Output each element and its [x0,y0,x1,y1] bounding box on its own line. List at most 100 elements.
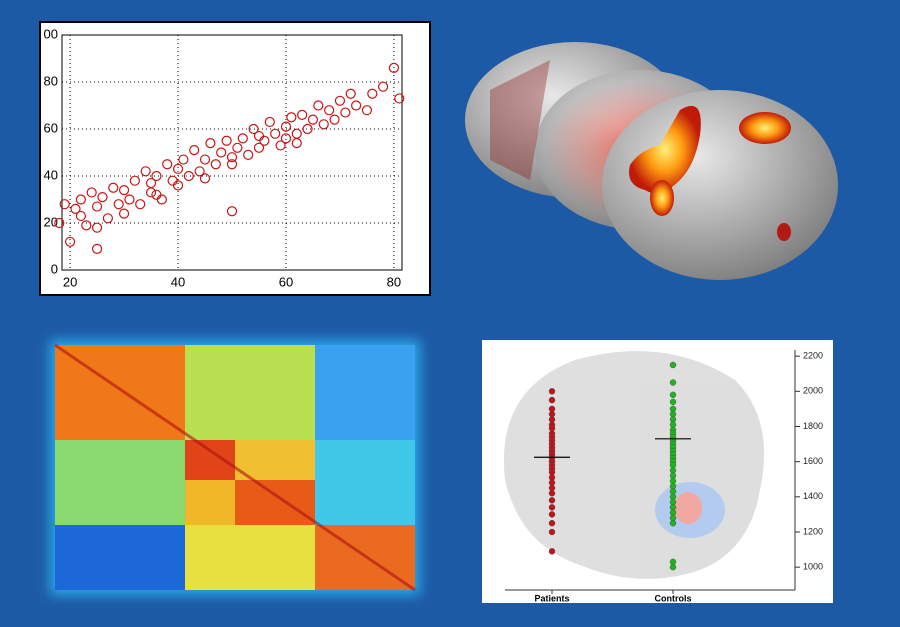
strip-panel [482,340,833,603]
point [226,206,238,217]
point [297,109,308,121]
point [669,563,677,571]
point [264,116,275,128]
point [275,140,286,151]
point [183,170,194,182]
point [124,194,135,205]
x-tick-label: Patients [534,593,569,603]
x-tick-label: 20 [63,274,77,289]
point [97,192,108,203]
point [189,145,200,156]
point [178,154,189,165]
x-tick-label: 60 [279,274,293,289]
point [221,135,232,146]
y-tick-label: 80 [44,73,58,88]
scatter-panel [39,21,431,296]
y-tick-label: 00 [44,26,58,41]
point [172,180,184,191]
point [199,173,211,184]
x-tick-label: 80 [387,274,401,289]
y-tick-label: 2000 [803,386,823,396]
point [243,149,254,160]
point [145,177,157,189]
y-tick-label: 40 [44,167,58,182]
strip-brain-background [503,351,765,579]
point [548,528,556,536]
point [118,185,130,196]
point [248,123,259,135]
point [70,203,81,214]
point [75,194,86,205]
point [86,187,97,198]
point [329,114,340,125]
y-tick-label: 1400 [803,491,823,501]
x-tick-label: 40 [171,274,185,289]
point [334,95,346,106]
plot-frame [61,34,403,271]
point [226,152,238,163]
point [113,199,124,210]
heatmap-image [50,340,420,595]
point [669,398,677,406]
point [91,222,103,233]
point [548,511,556,518]
point [162,159,173,170]
point [151,189,162,200]
point [270,128,281,139]
point [367,88,378,99]
point [205,138,216,149]
point [59,199,70,210]
y-tick-label: 1800 [803,421,823,431]
point [340,107,351,118]
point [232,142,243,153]
point [313,100,324,111]
point [253,142,265,153]
point [280,121,292,132]
y-tick-label: 0 [51,261,58,276]
point [172,163,184,175]
point [280,133,292,144]
point [259,135,270,146]
point [151,170,162,182]
point [669,361,677,369]
y-tick-label: 60 [44,120,58,135]
point [237,133,248,144]
point [345,88,356,99]
point [108,182,119,193]
y-tick-label: 1200 [803,526,823,536]
point [548,504,556,511]
point [548,388,556,395]
point [669,519,677,527]
point [118,208,130,219]
point [351,100,362,111]
point [669,379,677,386]
point [548,490,556,497]
point [91,243,103,254]
point [394,93,405,104]
point [548,497,556,504]
point [75,210,86,222]
point [210,159,221,170]
point [286,112,297,123]
point [129,175,140,186]
x-tick-label: Controls [655,593,692,603]
y-tick-label: 20 [44,214,58,229]
point [307,114,319,125]
point [388,62,400,74]
brain-image [465,42,838,280]
point [54,217,65,229]
point [140,166,151,177]
point [324,105,335,116]
y-tick-label: 1000 [803,562,823,572]
point [91,201,103,212]
point [669,391,677,399]
point [226,159,238,170]
y-tick-label: 1600 [803,456,823,466]
point [302,123,313,135]
point [135,199,146,210]
point [548,519,556,527]
point [194,166,205,177]
point [81,220,92,231]
